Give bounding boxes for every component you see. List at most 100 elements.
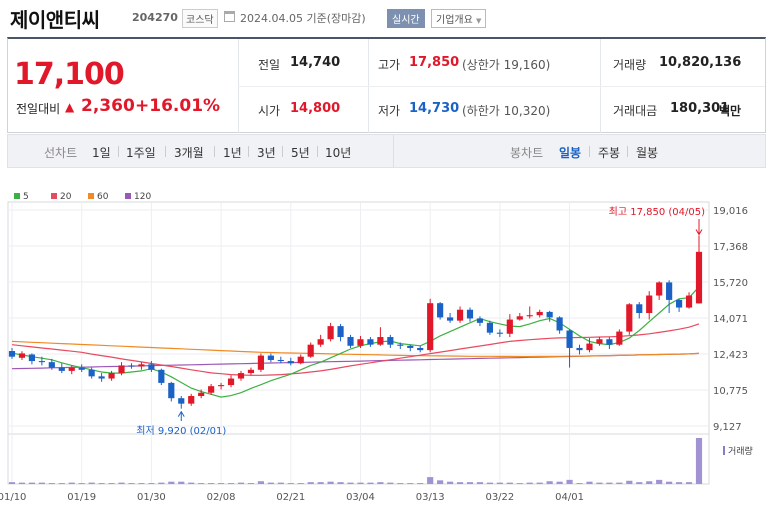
prev-close-value: 14,740 [290,55,341,70]
volume-bar [636,482,643,484]
volume-bar [58,483,65,484]
amount-label: 거래대금 [613,104,658,118]
candle-body [58,367,65,371]
volume-bar [277,482,284,484]
volume-bar [566,479,573,484]
candle-body [178,398,185,404]
candle-body [317,339,324,345]
price-chart[interactable]: 19,016 17,368 15,720 14,071 12,423 10,775 9,12… [0,184,766,509]
period-bar: 선차트 1일 1주일 3개월 1년 3년 5년 10년 봉차트 일봉 주봉 월봉 [7,134,766,168]
candle-body [456,309,464,321]
candle-body [138,364,145,367]
amount-unit: 백만 [719,104,742,118]
legend-label: 5 [23,192,29,202]
open-label: 시가 [258,104,281,118]
low-annotation: 최저 9,920 (02/01) [136,425,226,437]
volume-bar [267,482,274,484]
volume-bar [417,483,424,484]
volume-bar [496,482,503,484]
market-badge: 코스닥 [182,9,218,28]
legend-swatch [125,193,131,199]
candle-body [208,386,215,393]
stock-name: 제이앤티씨 [10,8,100,32]
prev-close-label: 전일 [258,58,281,72]
candle-body [377,337,384,345]
line-chart-label: 선차트 [44,146,78,160]
period-1w[interactable]: 1주일 [126,146,156,160]
company-overview-label: 기업개요 [436,15,473,26]
separator [627,146,628,157]
candle-body [8,351,16,357]
volume-bar [28,482,35,484]
candle-body [526,315,533,317]
candle-body [98,376,105,379]
volume-bar [18,482,26,484]
volume-bar [606,482,613,484]
volume-bar [118,482,125,484]
moving-average-5 [11,286,700,398]
candle-body [516,316,523,320]
volume-bar [666,481,673,484]
volume-bar [148,483,155,484]
volume-bar [307,482,314,484]
x-tick-label: 03/13 [416,492,445,503]
x-tick-label: 01/10 [0,492,26,503]
candle-body [666,282,673,300]
candle-body [198,392,205,397]
volume-bar [287,483,294,484]
volume-bar [188,482,195,484]
volume-bar [317,482,324,484]
x-tick-label: 02/21 [276,492,305,503]
volume-bar [447,481,454,484]
volume-label: 거래량 [613,58,647,72]
period-3y[interactable]: 3년 [257,146,276,160]
volume-bar [556,481,563,484]
volume-bar [337,482,344,484]
separator [248,146,249,157]
candle-body [28,354,35,362]
change-label: 전일대비 [16,102,61,116]
volume-bar [676,482,683,484]
realtime-button[interactable]: 실시간 [387,9,425,28]
volume-value: 10,820,136 [659,55,742,70]
candle-body [427,303,434,351]
volume-bar [218,483,225,484]
period-daily[interactable]: 일봉 [559,146,582,160]
candle-body [616,331,623,345]
low-value: 14,730 [409,101,460,116]
period-1d[interactable]: 1일 [92,146,111,160]
candle-body [168,382,175,399]
upper-limit: (상한가 19,160) [462,58,551,72]
y-tick-label: 12,423 [713,350,748,361]
volume-bar [526,482,533,484]
candle-body [237,373,245,379]
candle-body [307,344,314,357]
volume-bar [377,482,384,484]
period-10y[interactable]: 10년 [325,146,352,160]
candle-body [695,251,703,304]
volume-bar [108,483,115,484]
company-overview-dropdown[interactable]: 기업개요 ▼ [431,9,487,28]
volume-bar [68,482,75,484]
open-value: 14,800 [290,101,341,116]
period-1y[interactable]: 1년 [223,146,242,160]
candle-body [476,318,484,323]
candle-chart-label: 봉차트 [510,146,544,160]
volume-bar [158,482,165,484]
period-monthly[interactable]: 월봉 [636,146,659,160]
lower-limit: (하한가 10,320) [462,104,551,118]
volume-bar [98,483,105,484]
candle-body [676,299,683,308]
legend-label: 60 [97,192,109,202]
candle-body [576,347,583,351]
period-weekly[interactable]: 주봉 [598,146,621,160]
up-arrow-icon: ▲ [65,100,75,114]
period-5y[interactable]: 5년 [291,146,310,160]
candle-body [158,369,165,383]
x-tick-label: 02/08 [207,492,236,503]
volume-bar [8,482,16,484]
candle-body [606,339,613,345]
period-3m[interactable]: 3개월 [174,146,204,160]
candle-body [18,353,26,358]
volume-bar [357,482,364,484]
